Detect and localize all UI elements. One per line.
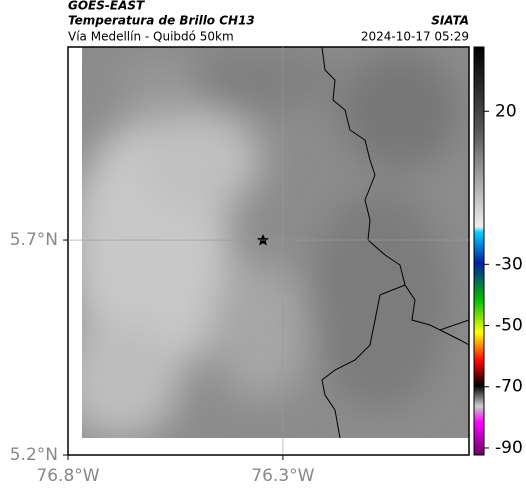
map-frame: [67, 46, 470, 456]
region: Vía Medellín - Quibdó 50km: [68, 30, 234, 44]
location-marker: [257, 234, 269, 246]
colorbar-tick-label: 20: [495, 101, 517, 121]
colorbar-tick-label: -70: [495, 377, 523, 397]
colorbar-tick-label: -50: [495, 316, 523, 336]
colorbar-tick-label: -30: [495, 254, 523, 274]
x-tick-label: 76.3°W: [251, 466, 314, 486]
x-tick-label: 76.8°W: [36, 466, 99, 486]
satellite-image: [82, 47, 469, 438]
source: GOES-EAST: [68, 0, 145, 13]
timestamp: 2024-10-17 05:29: [361, 30, 469, 44]
agency: SIATA: [431, 14, 469, 28]
border-line: [321, 47, 469, 438]
y-tick-label: 5.2°N: [10, 445, 58, 465]
colorbar: [473, 46, 485, 456]
y-tick-label: 5.7°N: [10, 230, 58, 250]
colorbar-tick-label: -90: [495, 438, 523, 458]
product: Temperatura de Brillo CH13: [68, 14, 255, 28]
